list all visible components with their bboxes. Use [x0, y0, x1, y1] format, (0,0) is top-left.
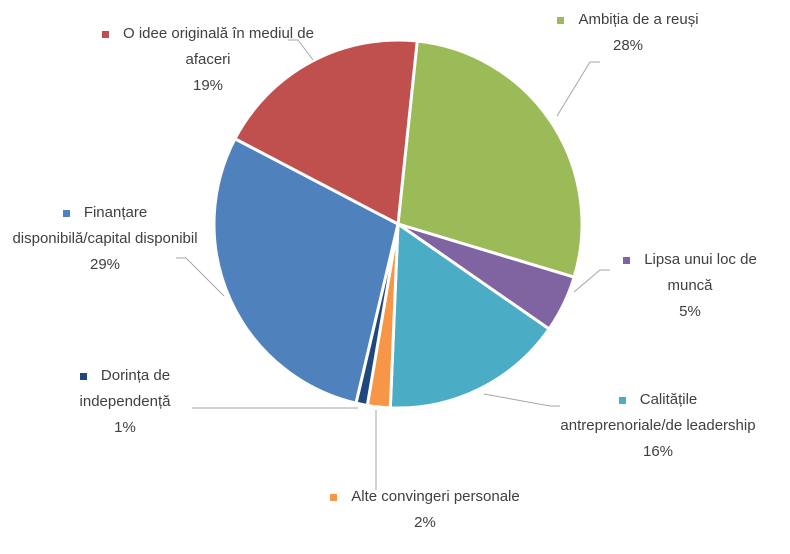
category-label: Lipsa unui loc de muncă	[644, 251, 757, 294]
value-label: 19%	[192, 77, 224, 94]
legend-marker	[618, 396, 626, 404]
legend-marker	[102, 30, 110, 38]
category-label: Finanțare disponibilă/capital disponibil	[12, 204, 198, 247]
category-label: Calitățile antreprenoriale/de leadership	[560, 391, 756, 434]
category-label: Ambiția de a reuși	[578, 11, 699, 28]
slice-label: Calitățile antreprenoriale/de leadership…	[558, 387, 758, 465]
legend-marker	[330, 493, 338, 501]
slice-label: Dorința de independență 1%	[40, 363, 210, 441]
pie-slice	[388, 221, 552, 410]
pie-slice	[212, 136, 400, 405]
leader-lines	[176, 39, 610, 490]
value-label: 16%	[642, 443, 674, 460]
value-label: 28%	[612, 37, 644, 54]
legend-marker	[623, 256, 631, 264]
category-label: Alte convingeri personale	[351, 488, 520, 505]
slice-label: O idee originală în mediul de afaceri 19%	[98, 21, 318, 99]
legend-marker	[79, 372, 87, 380]
value-label: 5%	[679, 303, 701, 320]
slice-label: Alte convingeri personale 2%	[330, 484, 520, 536]
category-label: O idee originală în mediul de afaceri	[123, 25, 314, 68]
value-label: 1%	[114, 419, 136, 436]
slice-label: Finanțare disponibilă/capital disponibil…	[5, 200, 205, 278]
legend-marker	[62, 209, 70, 217]
slice-label: Lipsa unui loc de muncă 5%	[615, 247, 765, 325]
value-label: 2%	[414, 514, 436, 531]
pie-slice	[396, 39, 584, 280]
value-label: 29%	[89, 256, 121, 273]
pie-slice	[232, 38, 419, 227]
slice-label: Ambiția de a reuși 28%	[528, 7, 728, 59]
category-label: Dorința de independență	[79, 367, 171, 410]
legend-marker	[557, 16, 565, 24]
